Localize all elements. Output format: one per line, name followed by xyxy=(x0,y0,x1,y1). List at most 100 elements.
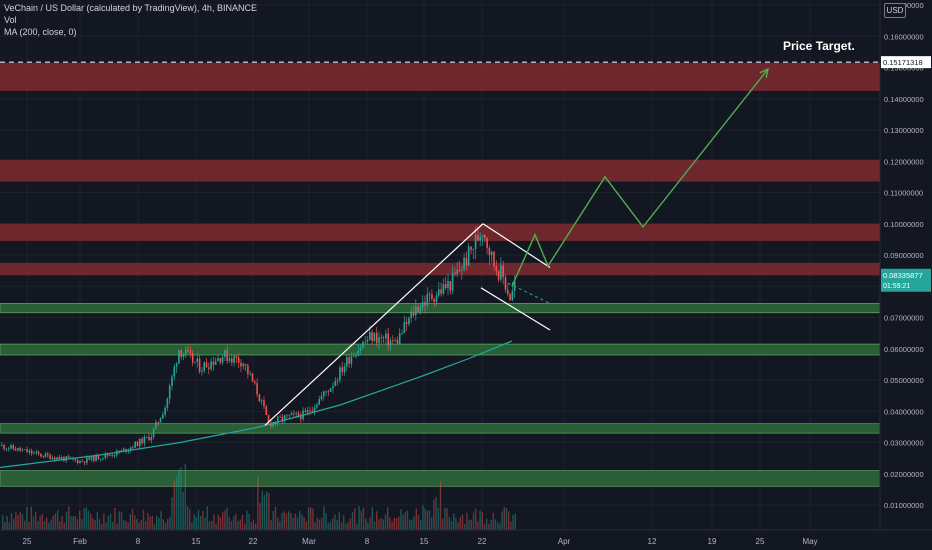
y-tick-label: 0.07000000 xyxy=(884,314,924,323)
candle xyxy=(214,361,217,365)
ma-indicator-label[interactable]: MA (200, close, 0) xyxy=(4,27,77,37)
volume-bar xyxy=(466,512,468,530)
y-tick-label: 0.13000000 xyxy=(884,126,924,135)
candle xyxy=(53,457,56,460)
candle xyxy=(231,358,233,363)
candle xyxy=(419,307,422,313)
candle xyxy=(237,357,240,363)
volume-bar xyxy=(356,523,358,530)
candle xyxy=(159,418,162,423)
candle xyxy=(357,350,360,356)
candle xyxy=(256,383,258,395)
ma-200-line xyxy=(0,340,513,469)
volume-bar xyxy=(327,523,329,530)
candle xyxy=(47,453,49,456)
currency-badge[interactable]: USD xyxy=(884,3,906,18)
volume-bar xyxy=(24,520,26,530)
volume-bar xyxy=(169,517,171,530)
volume-indicator-label[interactable]: Vol xyxy=(4,15,17,25)
candle xyxy=(150,437,153,441)
volume-bar xyxy=(455,517,457,530)
volume-bar xyxy=(50,519,52,530)
current-price-badge xyxy=(881,268,931,292)
candle xyxy=(67,456,70,458)
candle xyxy=(26,449,28,453)
volume-bar xyxy=(329,521,332,530)
volume-bar xyxy=(153,523,156,530)
x-tick-label: 8 xyxy=(136,537,141,546)
candle xyxy=(398,333,401,344)
candle xyxy=(456,269,458,274)
symbol-title[interactable]: VeChain / US Dollar (calculated by Tradi… xyxy=(4,3,257,13)
candle xyxy=(10,445,12,449)
volume-bar xyxy=(272,510,274,530)
dashed-extension-line xyxy=(507,282,551,304)
candle xyxy=(486,237,488,248)
candle xyxy=(166,398,169,408)
candle xyxy=(83,461,86,463)
resistance-zone xyxy=(0,62,880,91)
volume-bar xyxy=(206,506,208,530)
candle xyxy=(185,349,187,355)
candle xyxy=(76,459,79,463)
volume-bar xyxy=(85,507,87,530)
volume-bar xyxy=(2,515,4,530)
volume-bar xyxy=(453,513,455,530)
volume-bar xyxy=(290,513,292,530)
x-tick-label: 15 xyxy=(420,537,429,546)
volume-bar xyxy=(310,507,312,530)
candle xyxy=(408,317,410,325)
volume-bar xyxy=(228,516,230,530)
volume-bar xyxy=(134,515,136,530)
volume-bar xyxy=(292,517,294,530)
candle xyxy=(205,362,208,368)
volume-bar xyxy=(490,519,492,530)
candle xyxy=(162,414,164,419)
volume-bar xyxy=(367,522,369,530)
volume-bar xyxy=(303,517,305,530)
volume-bar xyxy=(59,521,61,530)
volume-bar xyxy=(343,515,345,530)
volume-bar xyxy=(107,515,109,530)
volume-bar xyxy=(288,511,290,530)
volume-bar xyxy=(398,516,400,530)
candle xyxy=(125,448,127,452)
candle xyxy=(433,299,435,302)
volume-bar xyxy=(8,522,10,530)
x-tick-label: 19 xyxy=(708,537,717,546)
volume-bar xyxy=(136,518,138,530)
volume-bar xyxy=(488,523,490,530)
volume-bar xyxy=(200,516,202,530)
volume-bar xyxy=(508,511,510,530)
volume-bar xyxy=(369,517,371,530)
candle xyxy=(42,456,44,458)
candle xyxy=(451,272,454,291)
candle xyxy=(116,450,118,456)
volume-bar xyxy=(354,508,356,530)
candle xyxy=(189,351,192,353)
volume-bar xyxy=(250,522,252,530)
candle xyxy=(194,361,196,363)
x-tick-label: 22 xyxy=(478,537,487,546)
support-zone xyxy=(0,423,881,434)
volume-bar xyxy=(512,514,514,530)
volume-bar xyxy=(138,522,140,530)
volume-bar xyxy=(83,508,85,530)
volume-bar xyxy=(189,509,191,530)
volume-bar xyxy=(299,510,301,530)
candle xyxy=(148,436,150,441)
volume-bar xyxy=(505,508,508,530)
volume-bar xyxy=(63,523,65,530)
volume-bar xyxy=(470,519,472,530)
candle xyxy=(175,363,178,367)
candle xyxy=(502,265,504,278)
volume-bar xyxy=(182,491,184,530)
volume-bar xyxy=(503,506,505,530)
volume-bar xyxy=(129,514,131,530)
channel-line xyxy=(264,223,484,426)
volume-bar xyxy=(365,518,367,530)
volume-bar xyxy=(65,511,68,530)
candle xyxy=(254,381,256,384)
volume-bar xyxy=(266,491,268,530)
